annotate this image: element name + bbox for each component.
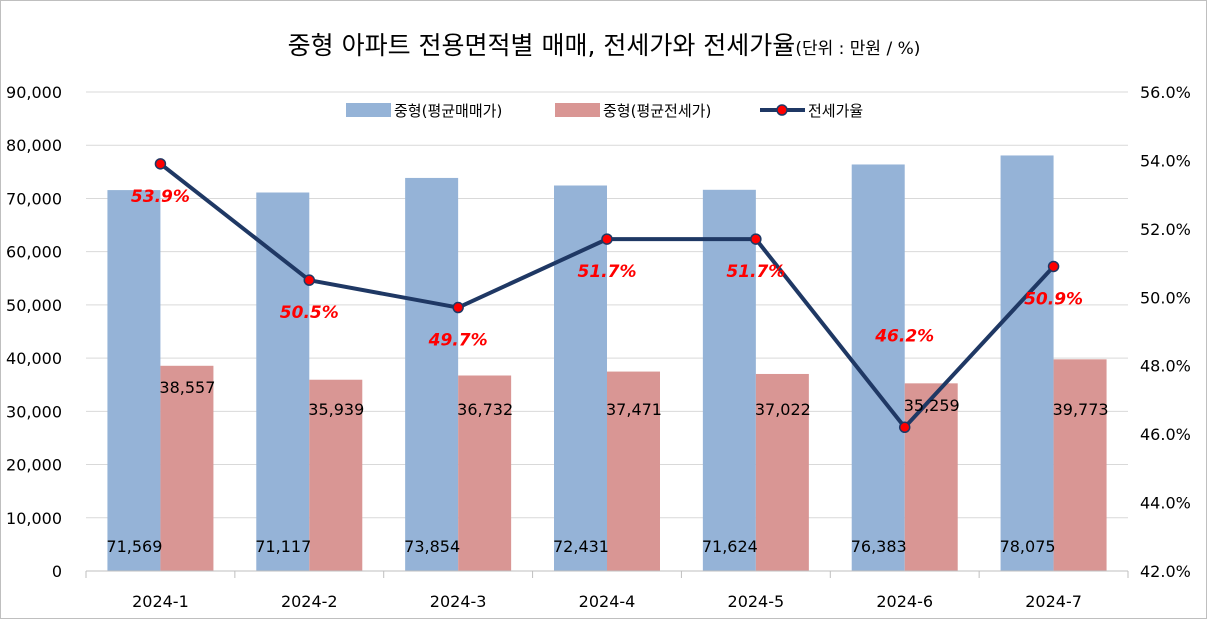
lease-price-label: 35,939 bbox=[308, 400, 364, 419]
rate-label: 51.7% bbox=[578, 262, 637, 282]
lease-price-label: 36,732 bbox=[457, 400, 513, 419]
legend-marker bbox=[776, 104, 788, 116]
bar-lease-price bbox=[607, 371, 660, 571]
bar-sale-price bbox=[851, 164, 905, 571]
legend-swatch bbox=[555, 103, 600, 117]
rate-point bbox=[1047, 260, 1060, 273]
bar-lease-price bbox=[1053, 359, 1107, 571]
sale-price-label: 71,624 bbox=[702, 537, 758, 556]
right-axis-tick-label: 44.0% bbox=[1140, 494, 1191, 513]
bar-lease-price bbox=[160, 365, 214, 571]
bar-lease-price bbox=[755, 373, 809, 571]
left-axis-tick-label: 60,000 bbox=[6, 243, 62, 262]
x-axis-tick-label: 2024-3 bbox=[430, 592, 487, 611]
left-axis-tick-label: 50,000 bbox=[6, 296, 62, 315]
bar-sale-price bbox=[107, 190, 161, 571]
lease-price-label: 37,022 bbox=[755, 400, 811, 419]
right-axis-tick-label: 46.0% bbox=[1140, 425, 1191, 444]
chart-title-main: 중형 아파트 전용면적별 매매, 전세가와 전세가율 bbox=[288, 31, 796, 60]
left-axis-tick-label: 80,000 bbox=[6, 136, 62, 155]
legend: 중형(평균매매가) 중형(평균전세가) 전세가율 bbox=[346, 102, 863, 120]
axes: 0 10,000 20,000 30,000 40,000 50,000 60,000 70,… bbox=[6, 83, 1191, 611]
rate-label: 49.7% bbox=[428, 331, 488, 351]
legend-label: 중형(평균전세가) bbox=[603, 102, 711, 120]
rate-line bbox=[154, 158, 1060, 434]
x-axis-tick-label: 2024-6 bbox=[876, 592, 933, 611]
bar-sale-price bbox=[1000, 155, 1054, 571]
sale-price-label: 71,569 bbox=[106, 537, 162, 556]
x-axis-tick-label: 2024-7 bbox=[1025, 592, 1082, 611]
sale-price-label: 73,854 bbox=[404, 537, 460, 556]
rate-point bbox=[303, 274, 316, 286]
sale-price-label: 78,075 bbox=[1000, 537, 1056, 556]
data-labels: 71,569 38,557 71,117 35,939 73,854 36,732 72,4… bbox=[106, 187, 1108, 556]
x-axis-tick-label: 2024-4 bbox=[579, 592, 636, 611]
sale-price-label: 76,383 bbox=[851, 537, 907, 556]
bar-sale-price bbox=[702, 189, 756, 572]
rate-point bbox=[154, 158, 167, 170]
right-axis-tick-label: 48.0% bbox=[1140, 357, 1191, 376]
left-axis-tick-label: 10,000 bbox=[6, 509, 62, 528]
right-axis-tick-label: 50.0% bbox=[1140, 288, 1191, 307]
legend-swatch bbox=[346, 103, 391, 117]
bar-sale-price bbox=[256, 192, 310, 572]
bar-sale-price bbox=[405, 177, 459, 571]
lease-price-label: 35,259 bbox=[904, 396, 960, 415]
right-axis-tick-label: 52.0% bbox=[1140, 220, 1191, 239]
left-axis-tick-label: 30,000 bbox=[6, 402, 62, 421]
right-axis-tick-label: 42.0% bbox=[1140, 562, 1191, 581]
left-axis-tick-label: 90,000 bbox=[6, 83, 62, 102]
legend-label: 중형(평균매매가) bbox=[394, 102, 502, 120]
right-axis-tick-label: 54.0% bbox=[1140, 151, 1191, 170]
rate-label: 50.9% bbox=[1024, 289, 1083, 309]
x-axis-tick-label: 2024-1 bbox=[132, 592, 189, 611]
bar-lease-price bbox=[904, 383, 958, 571]
bars bbox=[107, 155, 1107, 572]
sale-price-label: 72,431 bbox=[553, 537, 609, 556]
rate-point bbox=[750, 233, 762, 245]
left-axis-tick-label: 70,000 bbox=[6, 189, 62, 208]
lease-price-label: 37,471 bbox=[606, 400, 662, 419]
left-axis-tick-label: 0 bbox=[52, 562, 62, 581]
rate-point bbox=[452, 301, 464, 314]
rate-label: 46.2% bbox=[874, 326, 934, 346]
rate-point bbox=[898, 421, 911, 434]
right-axis-tick-label: 56.0% bbox=[1140, 83, 1191, 102]
x-axis-tick-label: 2024-5 bbox=[728, 592, 785, 611]
left-axis-tick-label: 20,000 bbox=[6, 456, 62, 475]
bar-lease-price bbox=[458, 375, 512, 571]
chart-unit-note: (단위 : 만원 / %) bbox=[795, 39, 920, 59]
sale-price-label: 71,117 bbox=[255, 537, 311, 556]
rate-label: 51.7% bbox=[726, 262, 785, 282]
lease-price-label: 39,773 bbox=[1053, 400, 1109, 419]
rate-point bbox=[601, 233, 613, 245]
left-axis-tick-label: 40,000 bbox=[6, 349, 62, 368]
x-axis-tick-label: 2024-2 bbox=[281, 592, 338, 611]
legend-label: 전세가율 bbox=[808, 102, 863, 120]
chart-title: 중형 아파트 전용면적별 매매, 전세가와 전세가율(단위 : 만원 / %) bbox=[288, 31, 921, 60]
rate-label: 50.5% bbox=[280, 303, 339, 323]
lease-price-label: 38,557 bbox=[159, 378, 215, 397]
bar-lease-price bbox=[309, 379, 363, 571]
rate-label: 53.9% bbox=[131, 187, 190, 207]
